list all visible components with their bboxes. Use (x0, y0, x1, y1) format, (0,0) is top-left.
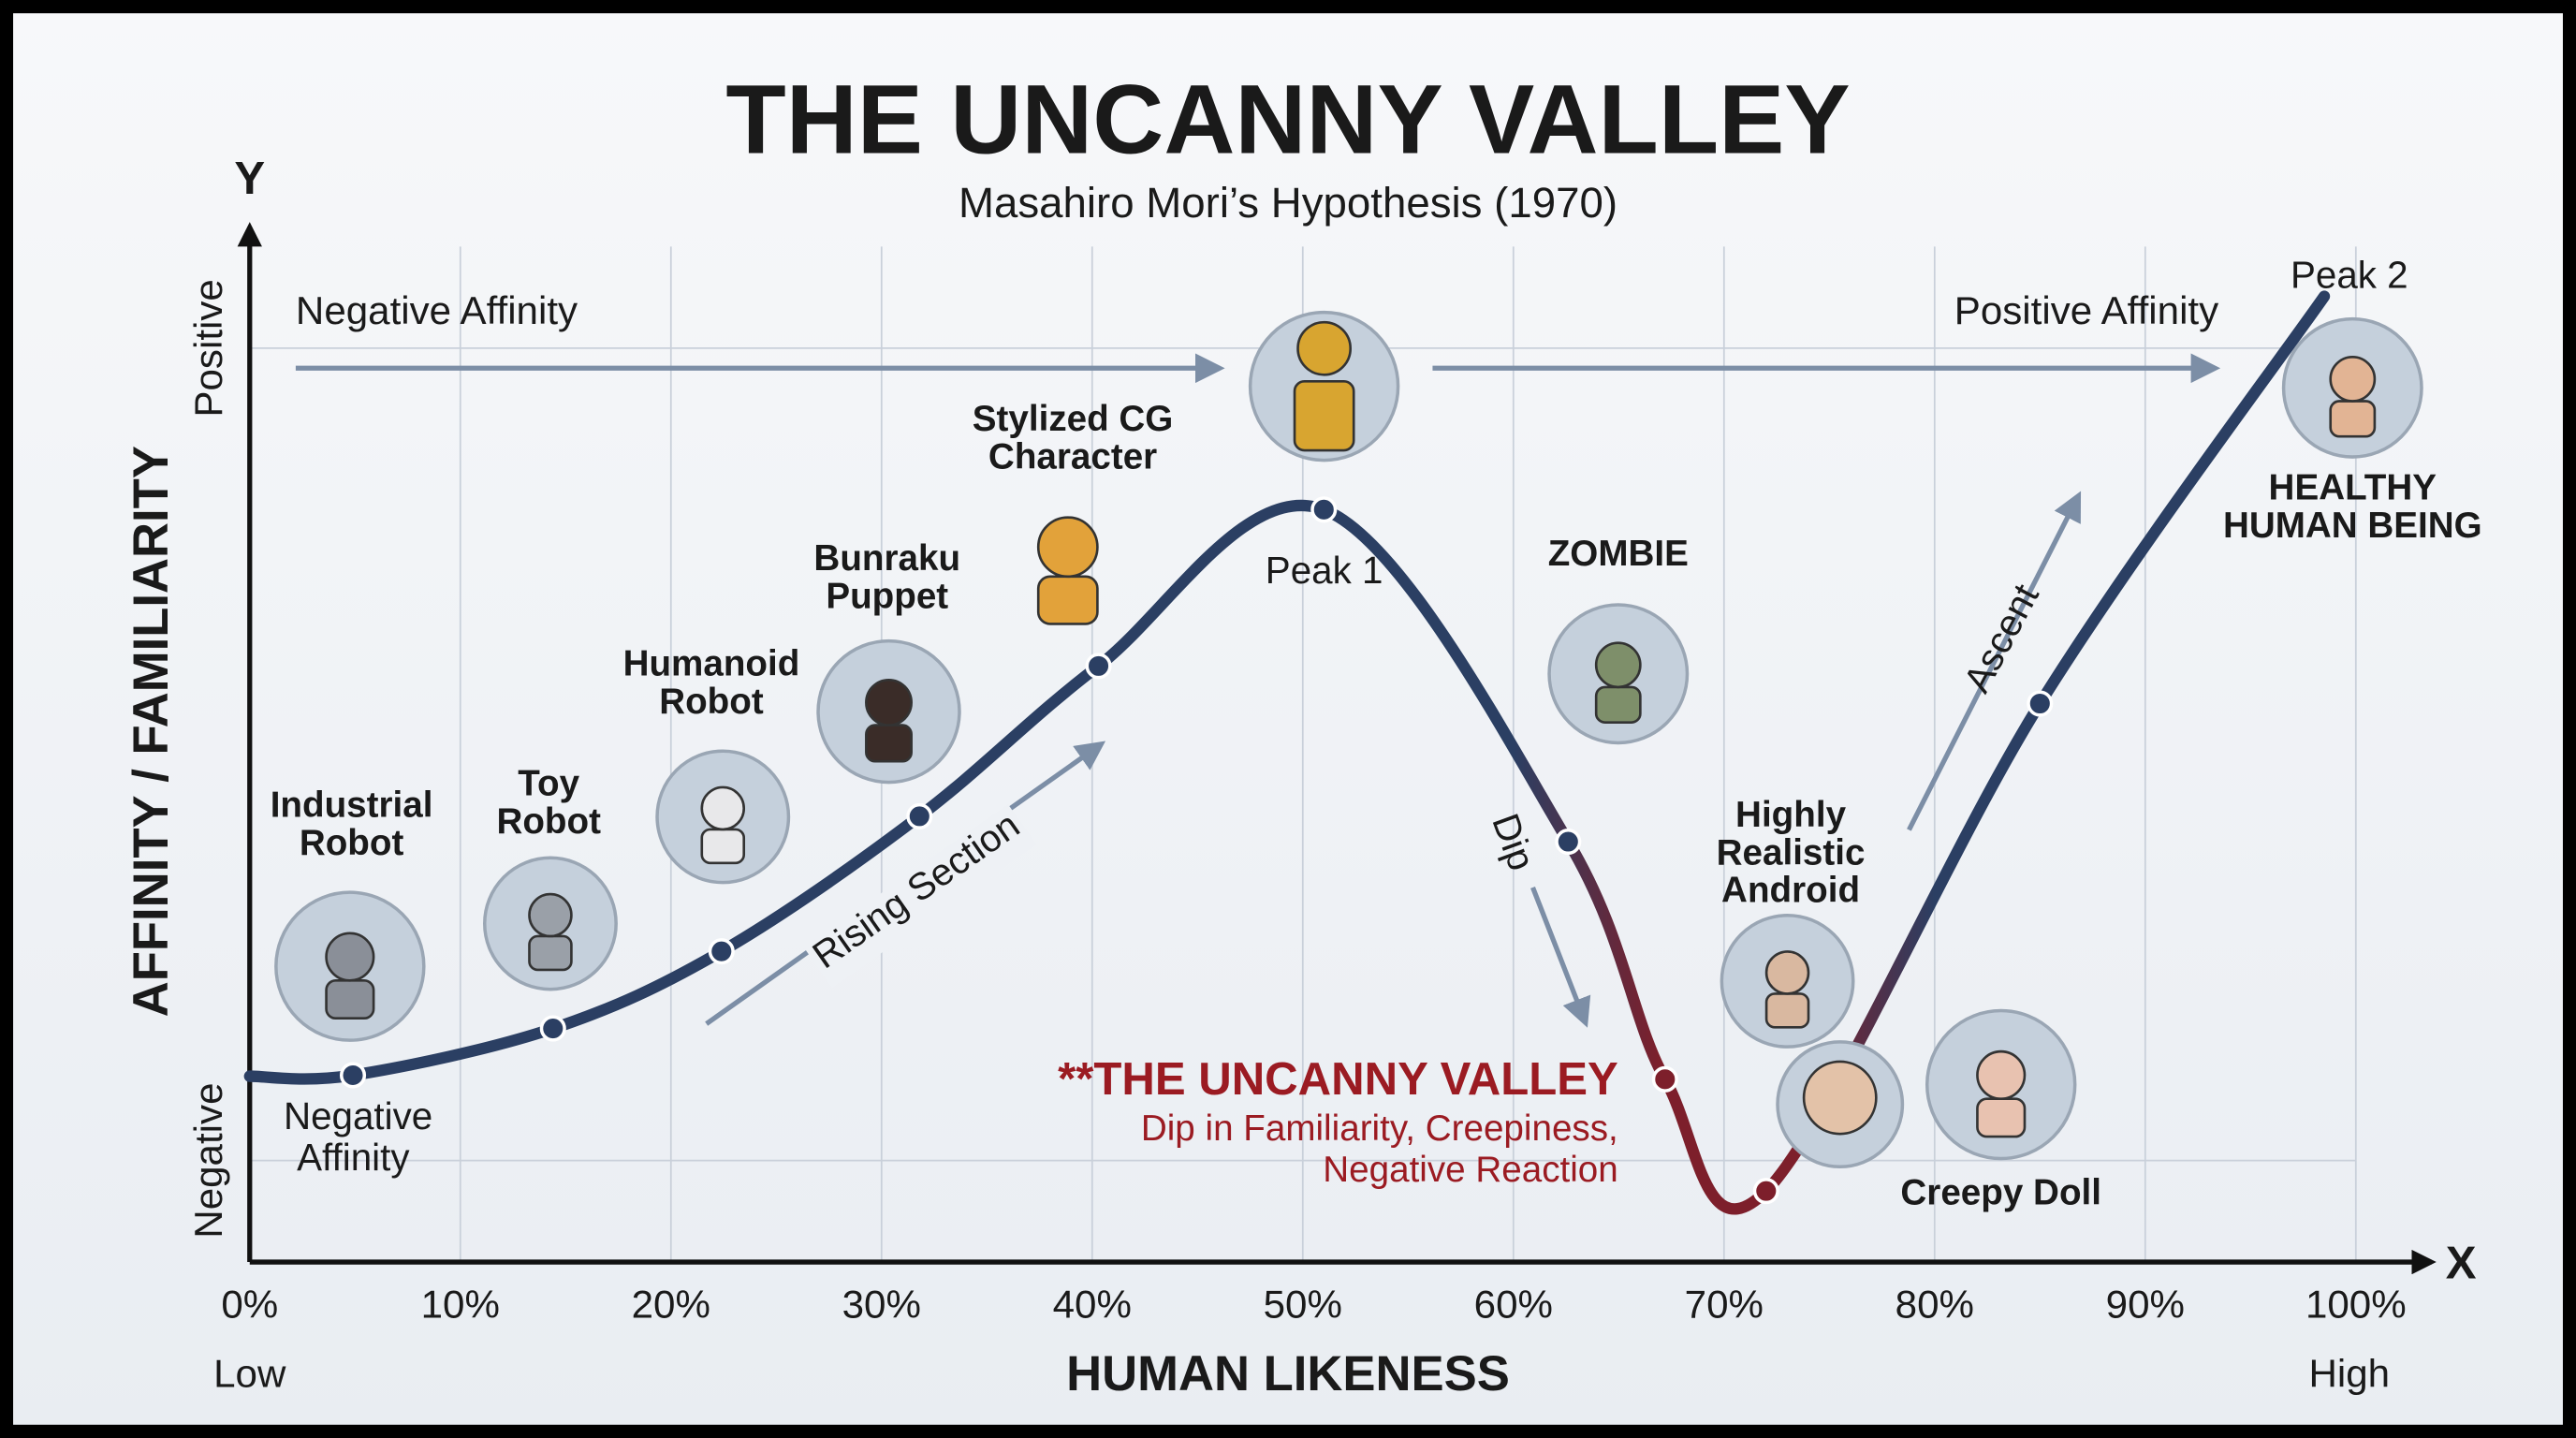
figure-head (865, 678, 913, 726)
figure-label: Bunraku (813, 538, 960, 579)
figure-label: ZOMBIE (1548, 534, 1689, 574)
figure-label: Puppet (826, 577, 948, 617)
figure-body (700, 828, 746, 865)
figure-head (325, 932, 375, 982)
annotation: Negative Affinity (296, 288, 578, 332)
figure-label: Character (988, 436, 1157, 477)
figure-label: Robot (496, 801, 601, 842)
curve-point (1752, 1178, 1779, 1205)
curve-point (1651, 1065, 1678, 1093)
x-tick-label: 30% (842, 1283, 921, 1327)
figure-label: Toy (518, 764, 579, 804)
figure-head (528, 892, 573, 938)
x-high-label: High (2308, 1351, 2390, 1395)
figure-label: Android (1721, 871, 1860, 911)
x-low-label: Low (213, 1351, 286, 1395)
x-tick-label: 80% (1895, 1283, 1974, 1327)
figure-head (1764, 950, 1810, 995)
figure-body (1293, 380, 1355, 452)
label-bg (803, 804, 1037, 988)
figure-label: Humanoid (623, 643, 800, 683)
chart-subtitle: Masahiro Mori’s Hypothesis (1970) (959, 179, 1617, 227)
figure-label: HUMAN BEING (2223, 506, 2482, 546)
figure-body (1976, 1097, 2027, 1138)
figure-head (1802, 1060, 1878, 1136)
annotation: Dip in Familiarity, Creepiness, (1141, 1108, 1618, 1149)
x-axis-letter: X (2446, 1239, 2477, 1289)
figure-label: HEALTHY (2269, 468, 2437, 508)
figure-head (1036, 516, 1099, 579)
curve-point (906, 802, 933, 829)
x-tick-label: 20% (632, 1283, 710, 1327)
figure-head (1976, 1049, 2027, 1100)
x-tick-label: 0% (221, 1283, 278, 1327)
figure-body (1764, 992, 1810, 1029)
annotation: Positive Affinity (1954, 288, 2218, 332)
figure-body (865, 724, 913, 763)
x-axis-label: HUMAN LIKENESS (1066, 1346, 1510, 1401)
chart-title: THE UNCANNY VALLEY (725, 65, 1850, 174)
curve-point (1310, 496, 1338, 523)
y-axis-label: AFFINITY / FAMILIARITY (124, 446, 179, 1017)
annotation: Negative (284, 1094, 432, 1137)
curve-point (1085, 653, 1112, 680)
annotation: **THE UNCANNY VALLEY (1058, 1054, 1618, 1105)
figure-label: Robot (300, 823, 404, 863)
curve (243, 290, 2331, 1215)
x-tick-label: 10% (421, 1283, 500, 1327)
curve-point (1555, 828, 1582, 856)
y-axis-letter: Y (234, 154, 265, 204)
figure-label: Robot (659, 682, 764, 722)
figure-label: Industrial (271, 785, 433, 825)
figure-head (1594, 641, 1642, 689)
curve-point (339, 1062, 367, 1089)
annotation: Peak 2 (2291, 253, 2408, 296)
figure-label: Highly (1735, 795, 1847, 835)
figure-body (2329, 400, 2377, 438)
figure-body (325, 978, 375, 1020)
figure-body (1036, 575, 1099, 625)
x-tick-label: 100% (2305, 1283, 2407, 1327)
figure-body (528, 934, 573, 972)
figure-body (1594, 685, 1642, 724)
arrow (1530, 886, 1591, 1028)
annotation: Affinity (297, 1136, 410, 1179)
y-tick-label: Positive (186, 279, 230, 417)
y-tick-label: Negative (186, 1082, 230, 1238)
x-tick-label: 60% (1474, 1283, 1553, 1327)
arrow (1907, 491, 2082, 831)
x-tick-label: 50% (1264, 1283, 1342, 1327)
annotation: Peak 1 (1266, 549, 1383, 592)
x-tick-label: 40% (1053, 1283, 1132, 1327)
curve-point (708, 938, 735, 965)
x-tick-label: 70% (1685, 1283, 1764, 1327)
figure-label: Creepy Doll (1900, 1173, 2101, 1213)
figure-head (1296, 320, 1353, 376)
figure-head (700, 785, 746, 831)
annotation: Negative Reaction (1323, 1150, 1618, 1190)
figure-label: Stylized CG (973, 399, 1174, 439)
curve-point (2027, 690, 2054, 717)
x-tick-label: 90% (2106, 1283, 2185, 1327)
figure-head (2329, 356, 2377, 403)
figure-label: Realistic (1717, 832, 1866, 873)
curve-point (539, 1015, 566, 1042)
